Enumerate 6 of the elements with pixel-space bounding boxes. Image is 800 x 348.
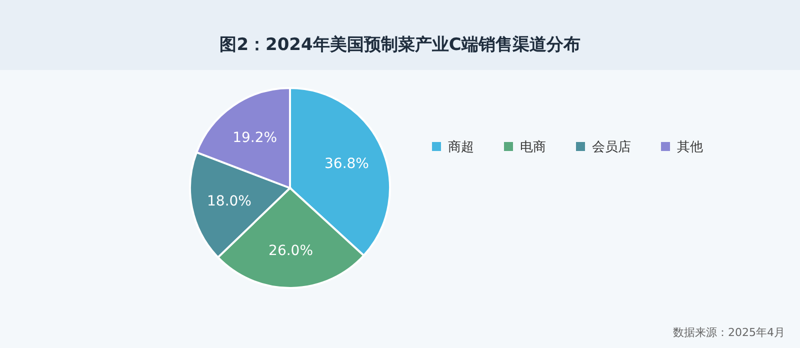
legend-label: 会员店 [592, 139, 631, 155]
annotation: 数据来源：2025年4月 [673, 326, 785, 339]
title: 图2：2024年美国预制菜产业C端销售渠道分布 [220, 35, 580, 55]
legend-label: 商超 [448, 140, 474, 155]
legend-label: 电商 [520, 140, 546, 155]
legend-label: 其他 [677, 140, 703, 155]
